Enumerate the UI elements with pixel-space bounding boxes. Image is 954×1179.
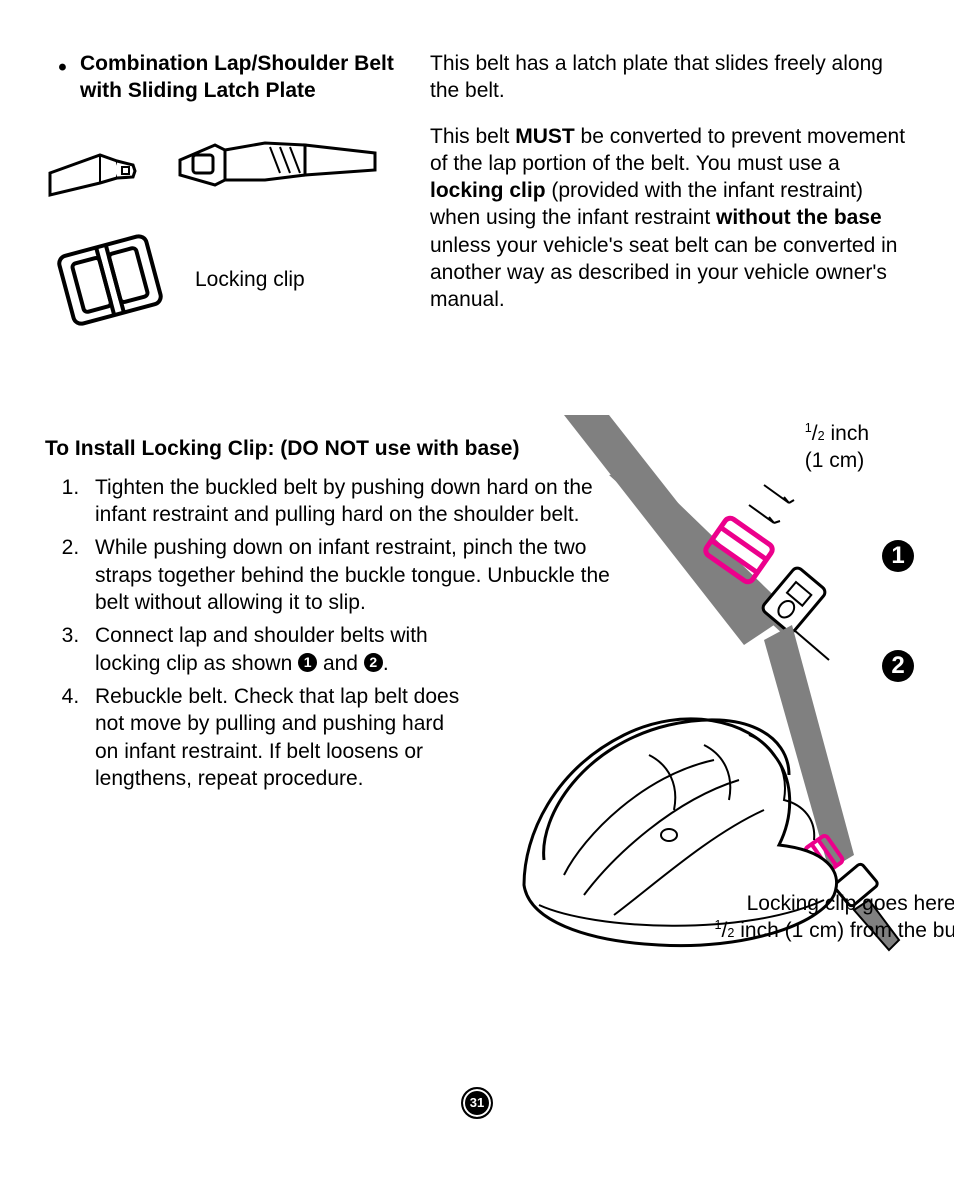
p2-without-base: without the base [716, 206, 882, 229]
install-section: To Install Locking Clip: (DO NOT use wit… [45, 435, 909, 793]
inch-text: inch [825, 422, 869, 445]
measurement-label: 1/2 inch (1 cm) [805, 420, 869, 475]
main-figure: 1/2 inch (1 cm) [494, 415, 914, 975]
page-number: 31 [461, 1087, 493, 1119]
locking-clip-row: Locking clip [45, 225, 400, 335]
caption-line2: inch (1 cm) from the buckle [734, 919, 954, 942]
step-3: Connect lap and shoulder belts with lock… [85, 622, 465, 677]
paragraph-2: This belt MUST be converted to prevent m… [430, 123, 909, 314]
belt-buckle-icon [175, 125, 385, 215]
p2-text: This belt [430, 125, 515, 148]
locking-clip-icon [45, 225, 175, 335]
step-4: Rebuckle belt. Check that lap belt does … [85, 683, 465, 792]
inline-marker-1: 1 [298, 653, 317, 672]
paragraph-1: This belt has a latch plate that slides … [430, 50, 909, 105]
cm-text: (1 cm) [805, 449, 865, 472]
caption-line1: Locking clip goes here, [747, 892, 954, 915]
caption-fraction: 1/2 [715, 919, 735, 942]
step-3-text: and [317, 652, 364, 675]
bullet-heading: • Combination Lap/Shoulder Belt with Sli… [45, 50, 400, 105]
right-column: This belt has a latch plate that slides … [430, 50, 909, 335]
bullet-dot: • [45, 50, 80, 105]
top-section: • Combination Lap/Shoulder Belt with Sli… [45, 50, 909, 335]
inline-marker-2: 2 [364, 653, 383, 672]
locking-clip-label: Locking clip [195, 266, 305, 293]
p2-text: unless your vehicle's seat belt can be c… [430, 234, 897, 312]
figure-marker-1: 1 [882, 540, 914, 572]
figure-marker-2: 2 [882, 650, 914, 682]
p2-must: MUST [515, 125, 575, 148]
belt-tongue-icon [45, 125, 165, 215]
left-column: • Combination Lap/Shoulder Belt with Sli… [45, 50, 400, 335]
fraction: 1/2 [805, 422, 825, 445]
p2-locking-clip: locking clip [430, 179, 546, 202]
heading-text: Combination Lap/Shoulder Belt with Slidi… [80, 50, 400, 105]
belt-illustration-row [45, 125, 400, 215]
step-3-text: . [383, 652, 389, 675]
figure-caption: Locking clip goes here, 1/2 inch (1 cm) … [694, 890, 954, 945]
